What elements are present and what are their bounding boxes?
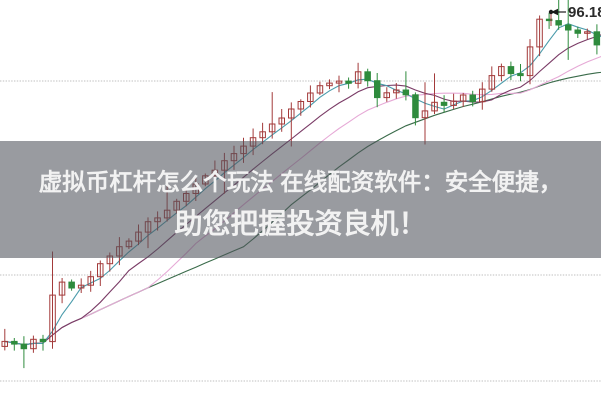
svg-text:96.18: 96.18 bbox=[568, 4, 601, 21]
